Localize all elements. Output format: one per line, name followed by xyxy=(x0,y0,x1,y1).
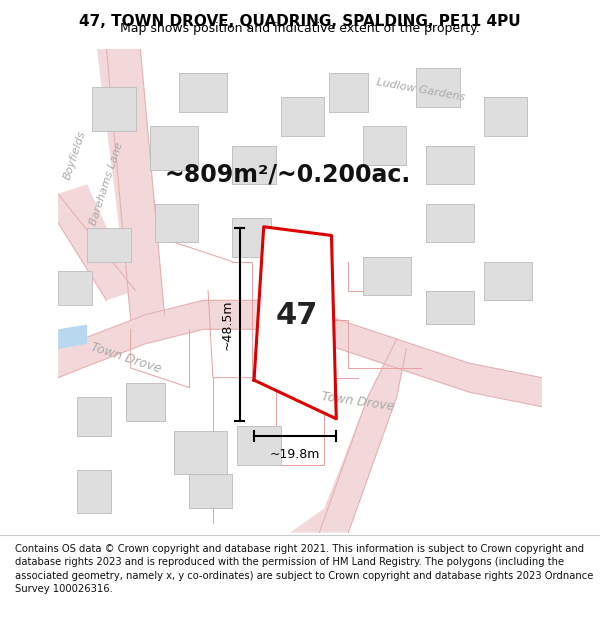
Text: Town Drove: Town Drove xyxy=(89,341,163,376)
Polygon shape xyxy=(150,126,199,169)
Polygon shape xyxy=(484,262,532,300)
Polygon shape xyxy=(58,324,87,349)
Text: ~19.8m: ~19.8m xyxy=(270,448,320,461)
Polygon shape xyxy=(363,126,406,165)
Polygon shape xyxy=(174,431,227,474)
Text: Boyfields: Boyfields xyxy=(62,129,88,181)
Text: ~48.5m: ~48.5m xyxy=(221,299,234,350)
Text: ~809m²/~0.200ac.: ~809m²/~0.200ac. xyxy=(164,162,411,186)
Polygon shape xyxy=(232,218,271,257)
Text: Barehams Lane: Barehams Lane xyxy=(88,141,125,227)
Polygon shape xyxy=(58,300,542,407)
Polygon shape xyxy=(77,397,112,436)
Text: Map shows position and indicative extent of the property.: Map shows position and indicative extent… xyxy=(120,22,480,35)
Polygon shape xyxy=(290,339,406,532)
Polygon shape xyxy=(426,146,474,184)
Polygon shape xyxy=(87,228,131,262)
Polygon shape xyxy=(189,474,232,508)
Polygon shape xyxy=(363,257,411,296)
Text: Town Drove: Town Drove xyxy=(321,391,395,413)
Polygon shape xyxy=(179,73,227,112)
Polygon shape xyxy=(484,97,527,136)
Text: 47, TOWN DROVE, QUADRING, SPALDING, PE11 4PU: 47, TOWN DROVE, QUADRING, SPALDING, PE11… xyxy=(79,14,521,29)
Polygon shape xyxy=(155,204,199,242)
Text: 47: 47 xyxy=(275,301,317,330)
Polygon shape xyxy=(126,382,164,421)
Polygon shape xyxy=(416,68,460,107)
Polygon shape xyxy=(426,204,474,242)
Polygon shape xyxy=(97,49,164,319)
Polygon shape xyxy=(329,73,368,112)
Polygon shape xyxy=(58,184,136,300)
Text: Contains OS data © Crown copyright and database right 2021. This information is : Contains OS data © Crown copyright and d… xyxy=(15,544,593,594)
Polygon shape xyxy=(232,146,276,184)
Polygon shape xyxy=(58,271,92,305)
Polygon shape xyxy=(92,88,136,131)
Polygon shape xyxy=(254,227,336,419)
Polygon shape xyxy=(281,97,324,136)
Text: Ludlow Gardens: Ludlow Gardens xyxy=(376,77,466,102)
Polygon shape xyxy=(77,469,112,513)
Polygon shape xyxy=(426,291,474,324)
Polygon shape xyxy=(237,426,281,465)
